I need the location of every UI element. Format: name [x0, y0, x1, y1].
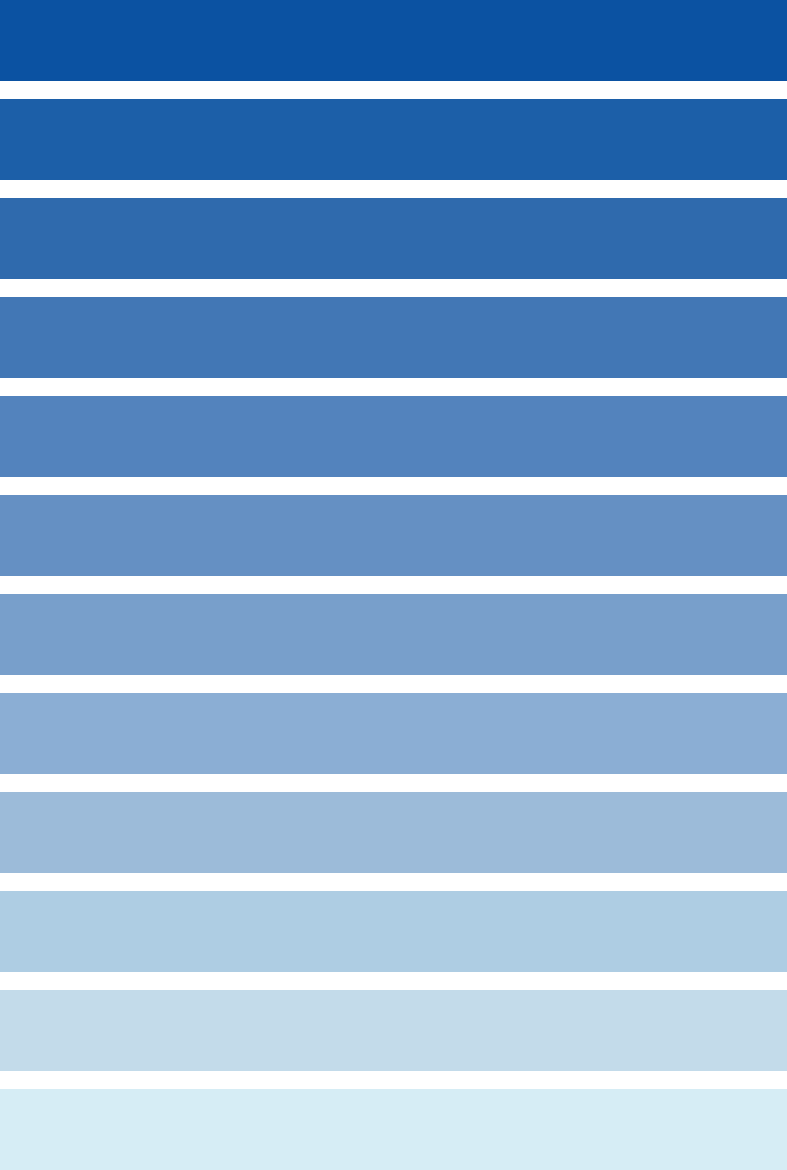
color-swatch-5 — [0, 396, 787, 477]
color-swatch-2 — [0, 99, 787, 180]
color-swatch-4 — [0, 297, 787, 378]
color-swatch-7 — [0, 594, 787, 675]
color-swatch-3 — [0, 198, 787, 279]
color-swatch-11 — [0, 990, 787, 1071]
color-swatch-10 — [0, 891, 787, 972]
color-swatch-12 — [0, 1089, 787, 1170]
color-swatch-8 — [0, 693, 787, 774]
color-swatch-6 — [0, 495, 787, 576]
color-swatch-9 — [0, 792, 787, 873]
color-swatch-1 — [0, 0, 787, 81]
